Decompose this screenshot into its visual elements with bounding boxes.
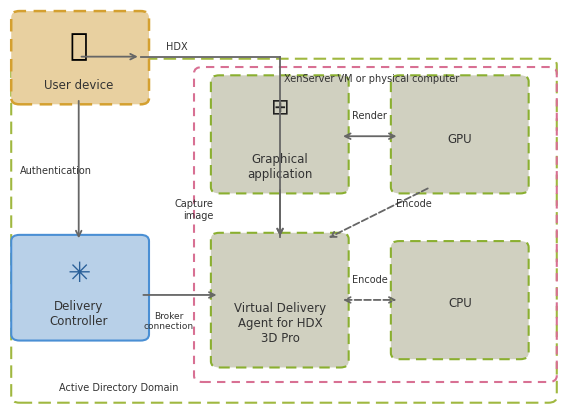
Text: Virtual Delivery
Agent for HDX
3D Pro: Virtual Delivery Agent for HDX 3D Pro xyxy=(234,302,326,345)
Text: CPU: CPU xyxy=(448,297,472,310)
Text: Capture
image: Capture image xyxy=(175,199,214,221)
Text: User device: User device xyxy=(44,79,114,92)
Text: Encode: Encode xyxy=(352,276,387,286)
FancyBboxPatch shape xyxy=(11,235,149,341)
Text: ⊞: ⊞ xyxy=(271,98,289,118)
Text: Active Directory Domain: Active Directory Domain xyxy=(59,383,178,393)
Text: Render: Render xyxy=(352,111,387,121)
Text: Encode: Encode xyxy=(396,199,432,209)
FancyBboxPatch shape xyxy=(391,75,529,194)
Text: Authentication: Authentication xyxy=(20,165,91,176)
Text: XenServer VM or physical computer: XenServer VM or physical computer xyxy=(283,74,459,84)
Text: 🖥: 🖥 xyxy=(70,32,88,61)
FancyBboxPatch shape xyxy=(211,233,349,368)
FancyBboxPatch shape xyxy=(11,11,149,104)
Text: Graphical
application: Graphical application xyxy=(248,153,313,181)
Text: Broker
connection: Broker connection xyxy=(144,312,194,331)
FancyBboxPatch shape xyxy=(391,241,529,359)
Text: GPU: GPU xyxy=(448,133,473,146)
Text: ✳: ✳ xyxy=(67,260,90,288)
Text: HDX: HDX xyxy=(166,42,188,52)
Text: Delivery
Controller: Delivery Controller xyxy=(49,300,108,328)
FancyBboxPatch shape xyxy=(211,75,349,194)
